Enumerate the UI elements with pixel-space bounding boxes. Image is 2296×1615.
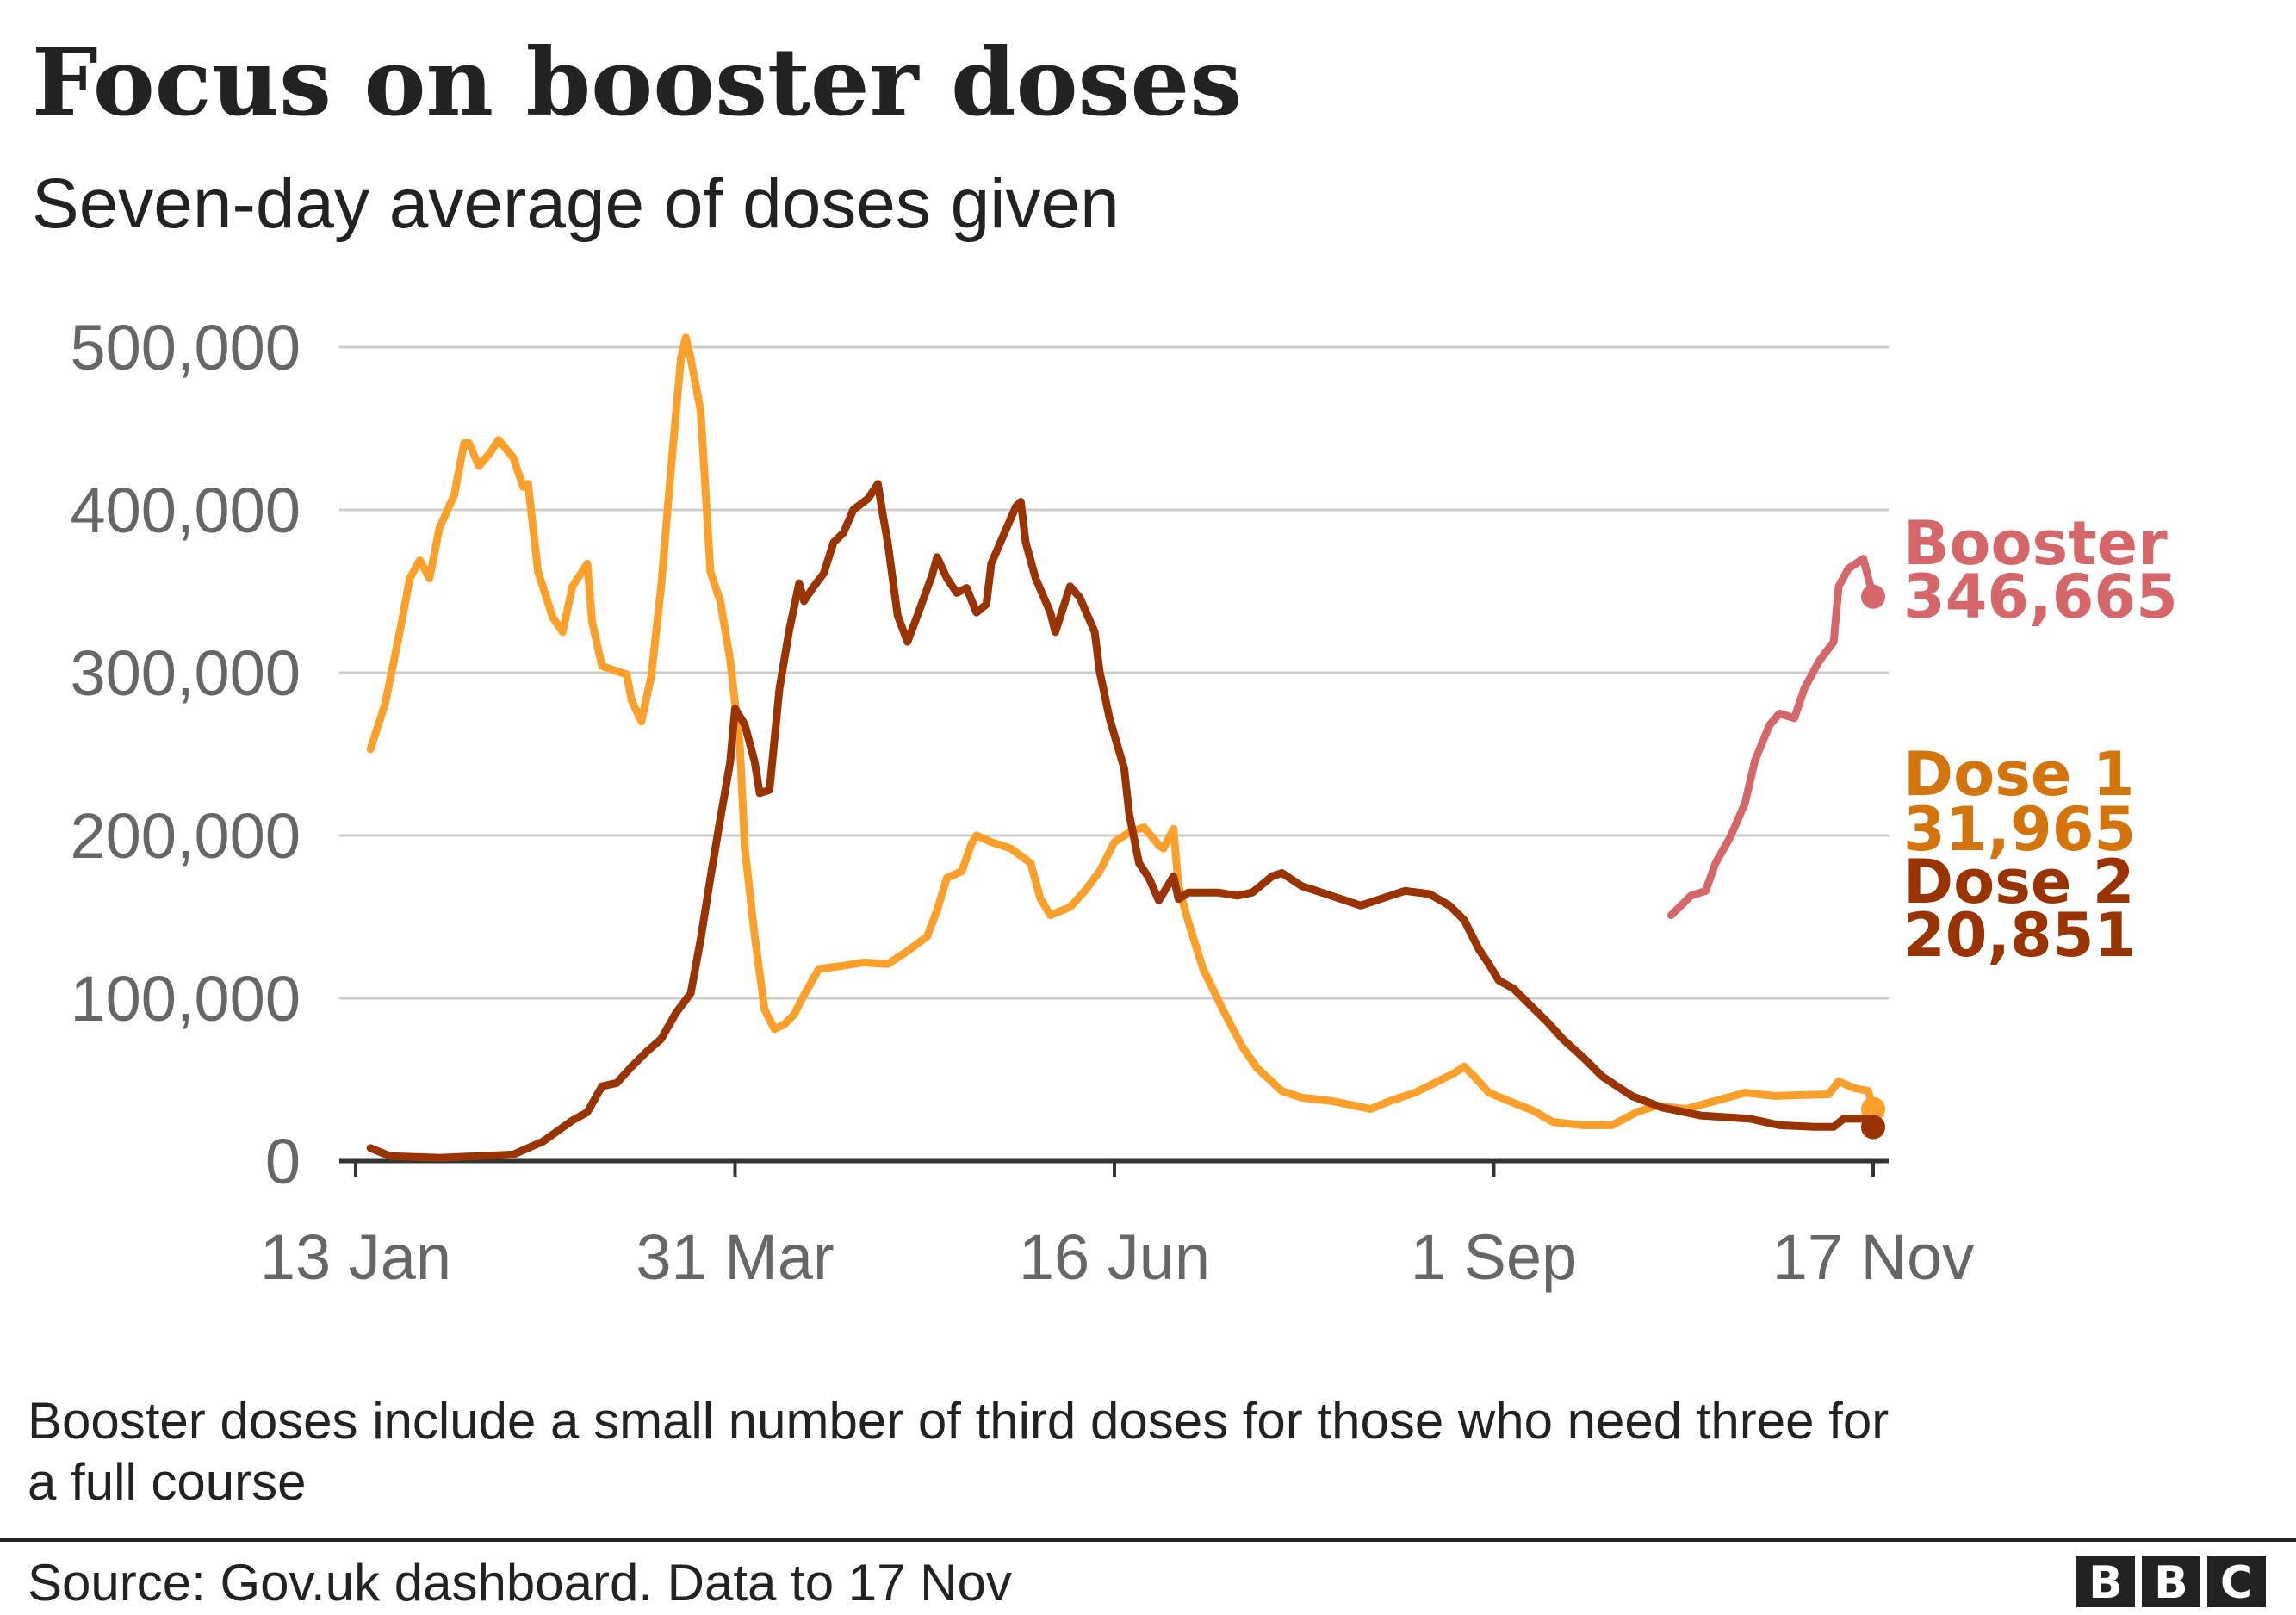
booster-value-label: 346,665 [1903,562,2178,632]
y-tick-label: 0 [265,1126,301,1197]
x-axis: 13 Jan 31 Mar 16 Jun 1 Sep 17 Nov [260,1158,1974,1293]
chart-subtitle: Seven-day average of doses given [32,165,1120,243]
y-tick-label: 400,000 [71,475,301,546]
bbc-logo-letter: B [2154,1557,2188,1609]
booster-end-dot [1861,584,1885,609]
footnote-line-1: Booster doses include a small number of … [28,1392,1889,1450]
dose2-label: Dose 2 [1903,847,2134,917]
bbc-logo-box [2207,1556,2266,1607]
bbc-logo-box [2142,1556,2200,1607]
y-axis-ticks: 0 100,000 200,000 300,000 400,000 500,000 [71,312,301,1197]
booster-label: Booster [1903,508,2168,579]
end-labels: Booster 346,665 Dose 1 31,965 Dose 2 20,… [1903,508,2178,971]
x-tick-label: 17 Nov [1772,1221,1974,1293]
series-lines [366,333,1885,1162]
bbc-logo-letter: B [2088,1557,2123,1609]
dose2-end-dot [1861,1115,1885,1140]
bbc-logo-box [2076,1556,2135,1607]
dose1-value-label: 31,965 [1903,794,2136,865]
chart-title: Focus on booster doses [32,28,1242,137]
y-tick-label: 100,000 [71,963,301,1034]
dose2-value-label: 20,851 [1903,900,2136,971]
x-tick-label: 1 Sep [1411,1221,1577,1293]
x-tick-label: 16 Jun [1019,1221,1210,1293]
bbc-logo-letter: C [2220,1557,2253,1609]
footer-divider [0,1538,2296,1542]
source-text: Source: Gov.uk dashboard. Data to 17 Nov [28,1554,1012,1612]
gridlines [339,345,1889,1000]
dose2-line [366,480,1877,1162]
y-tick-label: 500,000 [71,312,301,383]
x-tick-label: 13 Jan [260,1221,451,1293]
y-tick-label: 200,000 [71,800,301,872]
dose1-line [366,333,1877,1129]
y-tick-label: 300,000 [71,637,301,709]
x-tick-label: 31 Mar [636,1221,834,1293]
booster-line [1666,555,1877,920]
dose1-label: Dose 1 [1903,739,2134,810]
footnote-line-2: a full course [28,1453,307,1511]
